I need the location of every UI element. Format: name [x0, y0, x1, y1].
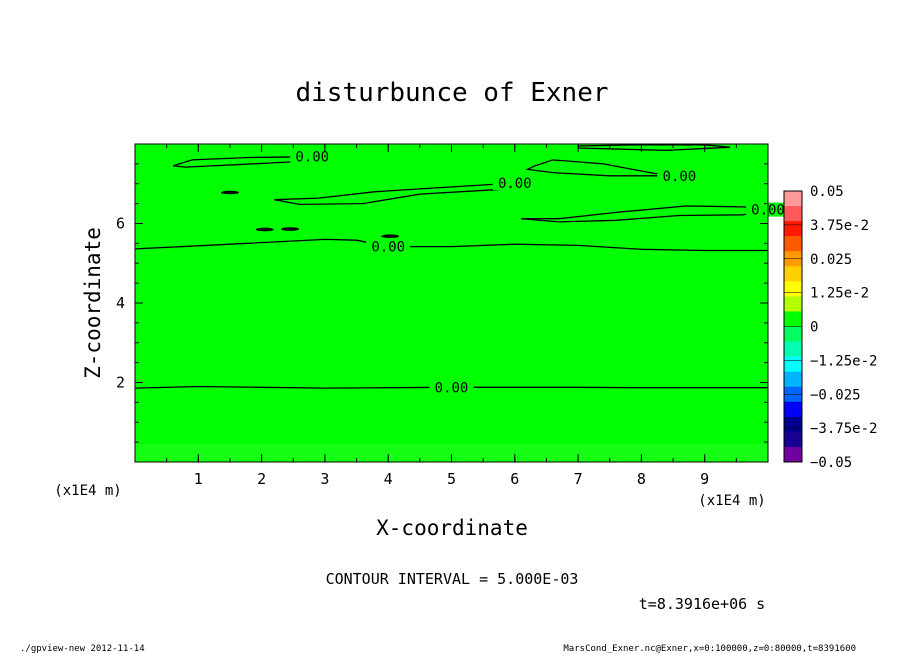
contour-blob [255, 227, 274, 232]
footer-right: MarsCond_Exner.nc@Exner,x=0:100000,z=0:8… [563, 644, 856, 654]
contour-label-bg [290, 149, 335, 164]
colorbar-segment [784, 296, 802, 312]
colorbar-segment [784, 401, 802, 418]
colorbar-label: 0 [810, 320, 818, 336]
colorbar-segment [784, 341, 802, 358]
contour-label: 0.00 [371, 240, 405, 256]
colorbar-segment [784, 431, 802, 448]
footer-left: ./gpview-new 2012-11-14 [20, 644, 145, 654]
contour-blob [381, 234, 400, 239]
x-tick-label: 8 [637, 470, 646, 488]
colorbar-segment [784, 356, 802, 373]
contour-blob [220, 190, 239, 195]
x-tick-label: 9 [700, 470, 709, 488]
colorbar-segment [784, 311, 802, 327]
colorbar-segment [784, 281, 802, 297]
field-fill [135, 144, 768, 462]
contour-line [134, 238, 768, 252]
contour-blobs [220, 190, 400, 239]
contour-blob [281, 227, 300, 231]
colorbar-segment [784, 236, 802, 252]
contour-label: 0.00 [435, 380, 469, 396]
x-tick-label: 4 [384, 470, 393, 488]
colorbar-segment [784, 416, 802, 433]
colorbar-label: −3.75e-2 [810, 421, 877, 437]
contour-interval-text: CONTOUR INTERVAL = 5.000E-03 [326, 570, 579, 588]
time-text: t=8.3916e+06 s [639, 595, 765, 613]
x-unit-label: (x1E4 m) [698, 493, 765, 509]
x-tick-label: 3 [320, 470, 329, 488]
colorbar-label: −0.05 [810, 455, 852, 471]
contour-label: 0.00 [295, 150, 329, 166]
colorbar-segment [784, 326, 802, 343]
x-tick-label: 7 [574, 470, 583, 488]
colorbar-segment [784, 221, 802, 237]
field-fill-lower-band [135, 444, 768, 462]
contour-label: 0.00 [663, 169, 697, 185]
x-axis-ticks: 1 2 3 4 5 6 7 8 9 [134, 144, 769, 488]
colorbar-label: −1.25e-2 [810, 353, 877, 369]
contour-label-bg [492, 175, 537, 190]
y-unit-label: (x1E4 m) [54, 483, 121, 499]
colorbar-segment [784, 446, 802, 463]
colorbar-segment [784, 371, 802, 388]
plot-area: 0.000.000.000.000.000.00 [134, 143, 790, 463]
contour-label-bg [657, 168, 702, 183]
x-tick-label: 5 [447, 470, 456, 488]
x-axis-label: X-coordinate [376, 516, 528, 540]
contour-label: 0.00 [498, 176, 532, 192]
x-tick-label: 2 [257, 470, 266, 488]
colorbar-label: 0.05 [810, 184, 844, 200]
colorbar-labels: 0.05 3.75e-2 0.025 1.25e-2 0 −1.25e-2 −0.025 −3… [784, 184, 877, 471]
colorbar-segment [784, 206, 802, 222]
y-axis-ticks: 2 4 6 [116, 143, 768, 463]
contour-label-bg [429, 380, 474, 395]
contour-label-bg [366, 239, 411, 254]
x-tick-label: 1 [194, 470, 203, 488]
colorbar-label: 3.75e-2 [810, 218, 869, 234]
colorbar-label: −0.025 [810, 387, 861, 403]
y-axis-label: Z-coordinate [81, 227, 105, 379]
colorbar-label: 1.25e-2 [810, 286, 869, 302]
y-tick-label: 2 [116, 374, 125, 392]
x-tick-label: 6 [510, 470, 519, 488]
y-tick-label: 4 [116, 294, 125, 312]
chart-title: disturbunce of Exner [295, 78, 608, 108]
colorbar-segment [784, 266, 802, 282]
colorbar-label: 0.025 [810, 252, 852, 268]
y-tick-label: 6 [116, 215, 125, 233]
colorbar-segment [784, 191, 802, 207]
